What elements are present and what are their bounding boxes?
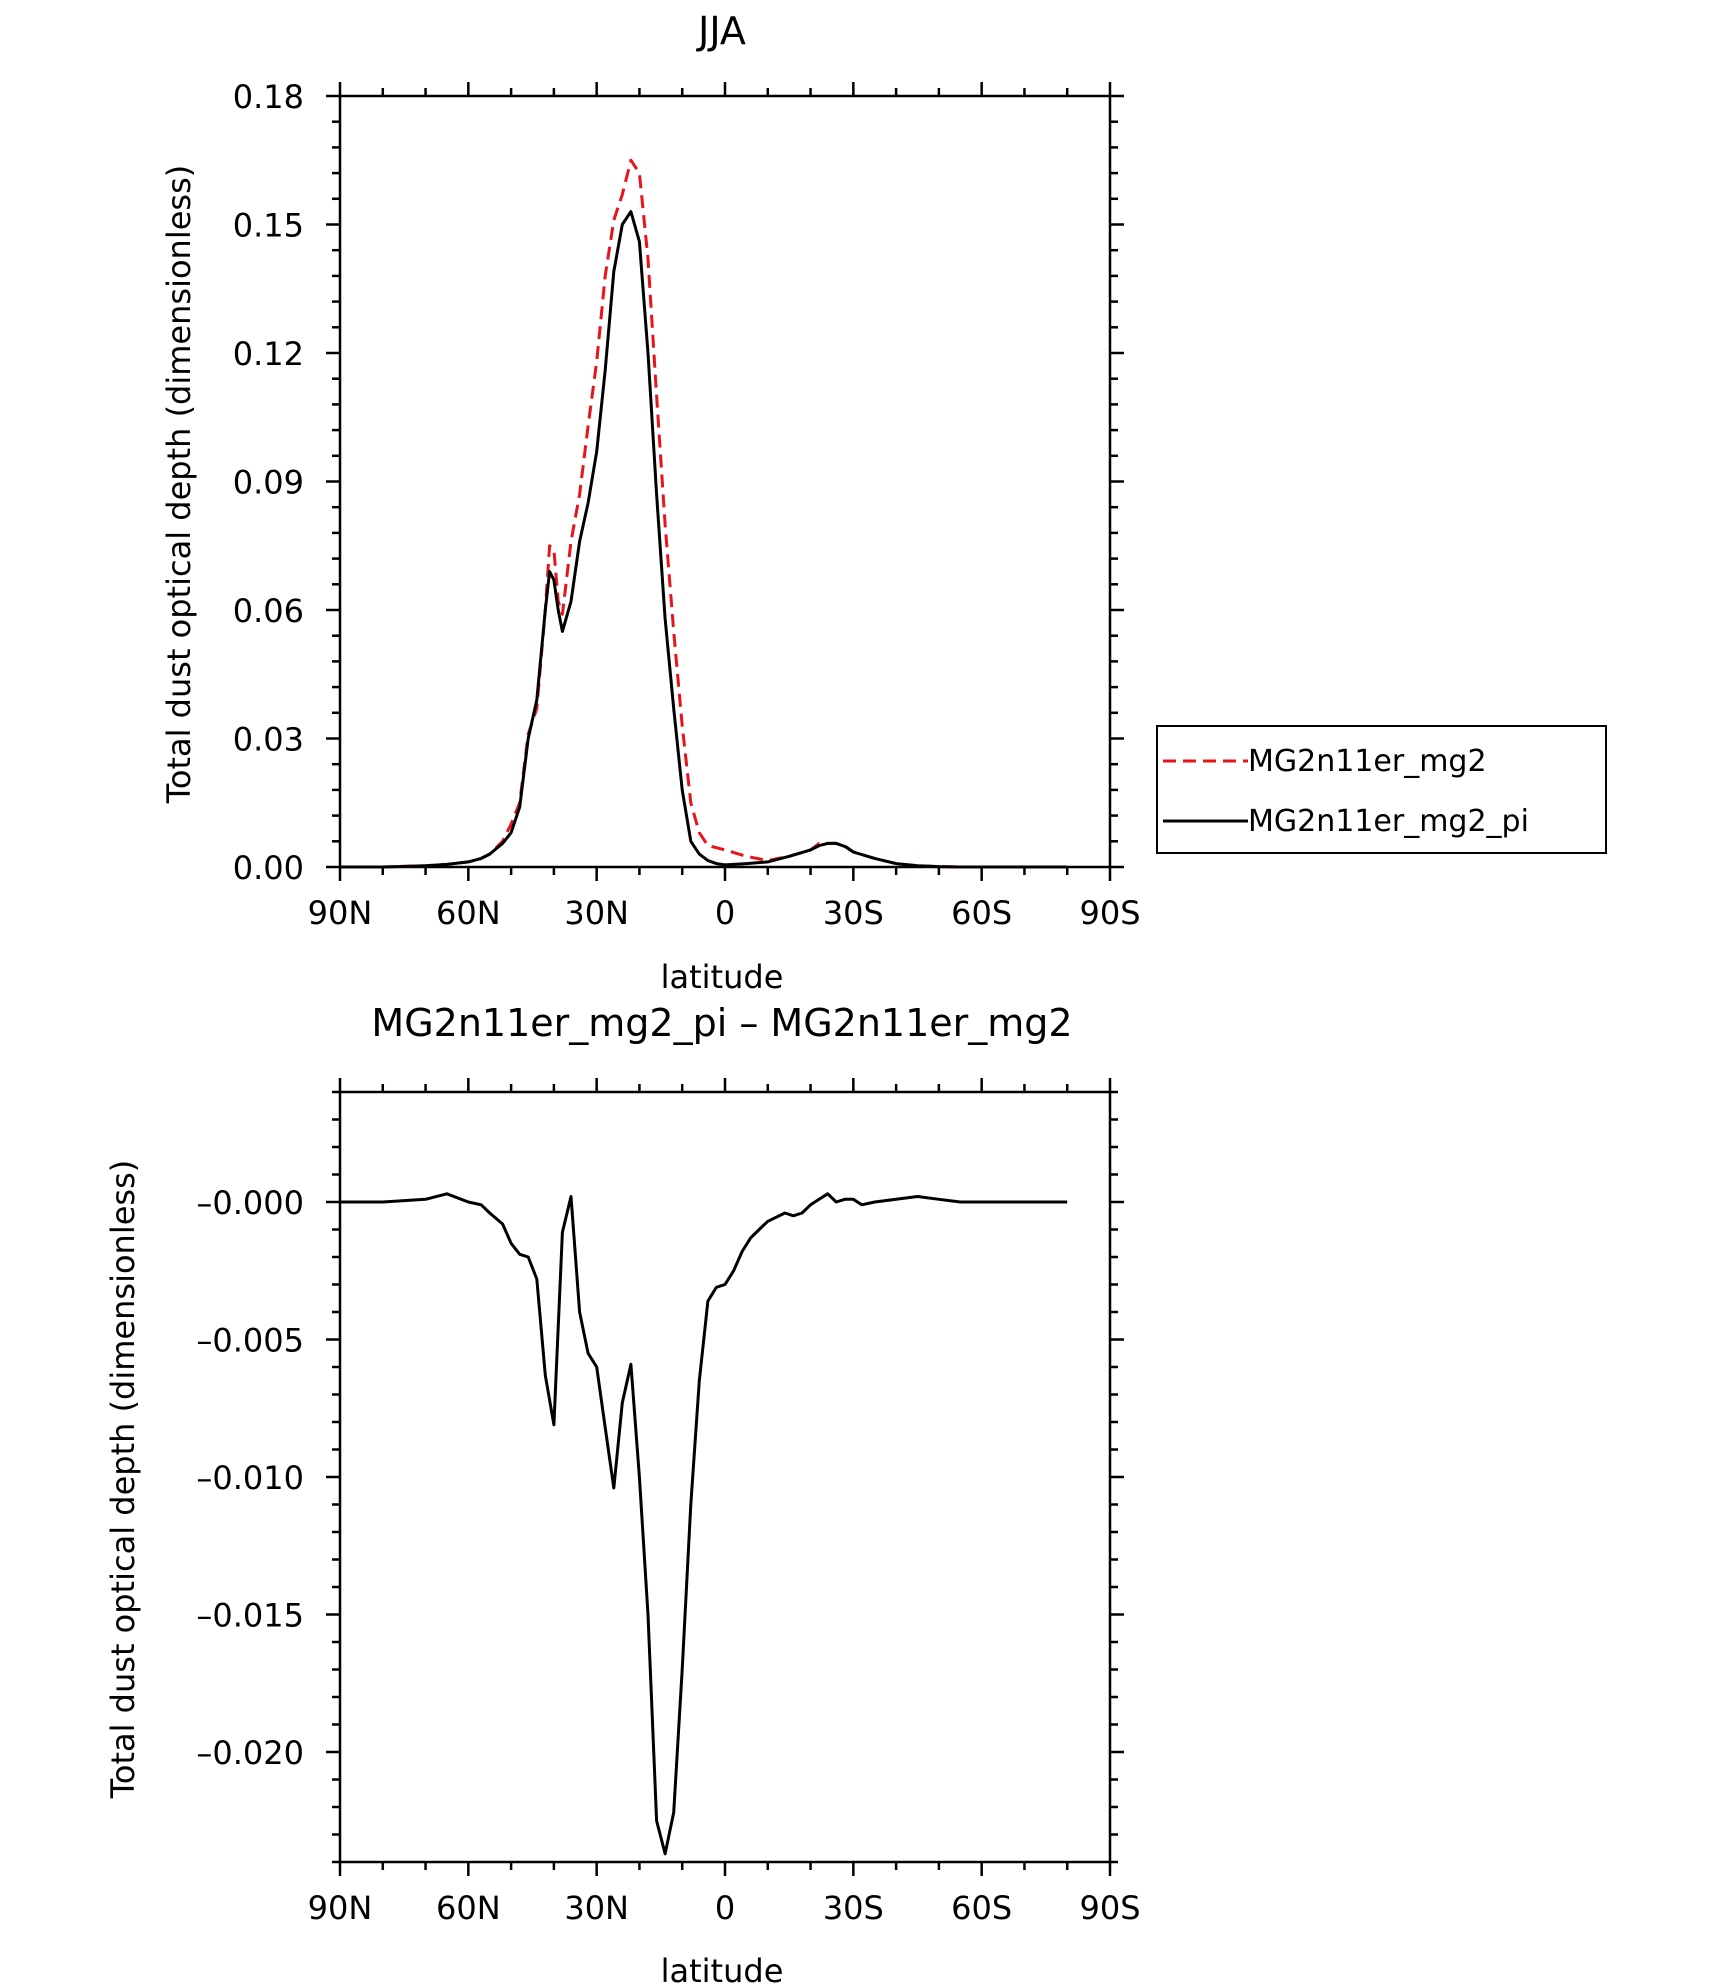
chart-top-tick-labels: 90N 60N 30N 0 30S 60S 90S 0.00 0.03 0.06 0.09 0.12 0… <box>233 78 1141 932</box>
chart-top-legend: MG2n11er_mg2 MG2n11er_mg2_pi <box>1156 725 1607 854</box>
chart-bottom-plot-frame <box>338 1090 1112 1864</box>
chart-top-ticks <box>326 82 1124 881</box>
y-tick-label-1-4: –0.020 <box>196 1734 304 1772</box>
x-tick-label-0-2: 30N <box>564 894 629 932</box>
legend-label-mg2-pi: MG2n11er_mg2_pi <box>1248 804 1529 839</box>
chart-top-title: JJA <box>696 9 746 53</box>
x-tick-label-0-4: 30S <box>823 894 884 932</box>
x-tick-label-1-4: 30S <box>823 1889 884 1927</box>
x-tick-label-0-0: 90N <box>308 894 373 932</box>
x-tick-label-1-5: 60S <box>951 1889 1012 1927</box>
y-tick-label-1-1: –0.005 <box>196 1322 304 1360</box>
y-tick-label-0-3: 0.09 <box>233 464 304 502</box>
x-tick-label-0-3: 0 <box>715 894 735 932</box>
chart-top-series <box>340 158 1068 869</box>
y-tick-label-0-1: 0.03 <box>233 721 304 759</box>
chart-top-xlabel: latitude <box>661 958 784 996</box>
chart-bottom-difference: MG2n11er_mg2_pi – MG2n11er_mg2 90N 60N 30N… <box>104 1001 1141 1988</box>
series-line-0-1 <box>340 210 1068 869</box>
chart-bottom-ticks <box>326 1078 1124 1876</box>
x-tick-label-1-3: 0 <box>715 1889 735 1927</box>
y-tick-label-1-2: –0.010 <box>196 1459 304 1497</box>
chart-bottom-title: MG2n11er_mg2_pi – MG2n11er_mg2 <box>371 1001 1072 1045</box>
x-tick-label-1-6: 90S <box>1079 1889 1140 1927</box>
chart-top-plot-frame <box>338 94 1112 869</box>
x-tick-label-0-6: 90S <box>1079 894 1140 932</box>
y-tick-label-0-2: 0.06 <box>233 592 304 630</box>
x-tick-label-0-5: 60S <box>951 894 1012 932</box>
y-tick-label-0-6: 0.18 <box>233 78 304 116</box>
x-tick-label-0-1: 60N <box>436 894 501 932</box>
x-tick-label-1-1: 60N <box>436 1889 501 1927</box>
series-line-1-0 <box>340 1192 1068 1856</box>
chart-top-jja: JJA 90N 60N 30N 0 30S 60S 90S 0.00 0.03 0.06 0.09 0… <box>160 9 1607 996</box>
x-tick-label-1-0: 90N <box>308 1889 373 1927</box>
y-tick-label-1-0: –0.000 <box>196 1184 304 1222</box>
chart-bottom-xlabel: latitude <box>661 1952 784 1988</box>
x-tick-label-1-2: 30N <box>564 1889 629 1927</box>
y-tick-label-0-5: 0.15 <box>233 207 304 245</box>
chart-bottom-series <box>340 1192 1068 1856</box>
y-tick-label-0-4: 0.12 <box>233 335 304 373</box>
y-tick-label-0-0: 0.00 <box>233 849 304 887</box>
chart-bottom-tick-labels: 90N 60N 30N 0 30S 60S 90S –0.000 –0.005 –0.010 –0.… <box>196 1184 1140 1927</box>
chart-top-ylabel: Total dust optical depth (dimensionless) <box>160 165 198 804</box>
legend-box <box>1156 725 1607 854</box>
legend-label-mg2: MG2n11er_mg2 <box>1248 744 1487 779</box>
series-line-0-0 <box>340 158 1068 869</box>
y-tick-label-1-3: –0.015 <box>196 1597 304 1635</box>
chart-bottom-ylabel: Total dust optical depth (dimensionless) <box>104 1160 142 1799</box>
